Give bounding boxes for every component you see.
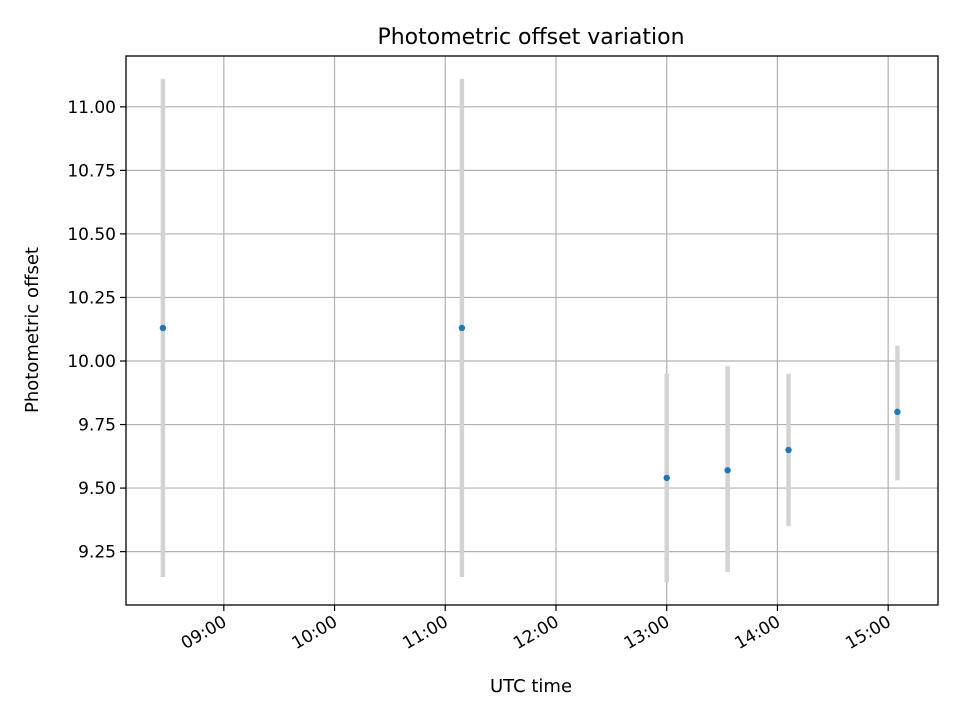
data-point (785, 446, 792, 454)
y-tick-label: 10.25 (67, 288, 116, 308)
y-tick-label: 11.00 (67, 98, 116, 118)
plot-frame (125, 55, 939, 606)
y-tick-label: 10.75 (67, 161, 116, 181)
y-tick-label: 9.75 (78, 416, 116, 436)
y-tick-label: 9.25 (78, 543, 116, 563)
data-point (894, 408, 901, 416)
data-point (663, 474, 670, 482)
data-points (159, 324, 901, 482)
y-tick-label: 10.00 (67, 352, 116, 372)
data-point (159, 324, 167, 332)
grid (126, 56, 938, 605)
data-point (724, 467, 731, 474)
chart-title: Photometric offset variation (377, 25, 684, 50)
data-point (458, 324, 466, 332)
y-tick-label: 9.50 (78, 479, 116, 499)
y-axis-label: Photometric offset (22, 247, 43, 413)
x-axis-label: UTC time (490, 676, 572, 697)
y-axis-ticks: 9.25 9.50 9.75 10.00 10.25 10.50 10.75 11.00 (67, 98, 126, 563)
y-tick-label: 10.50 (67, 225, 116, 245)
